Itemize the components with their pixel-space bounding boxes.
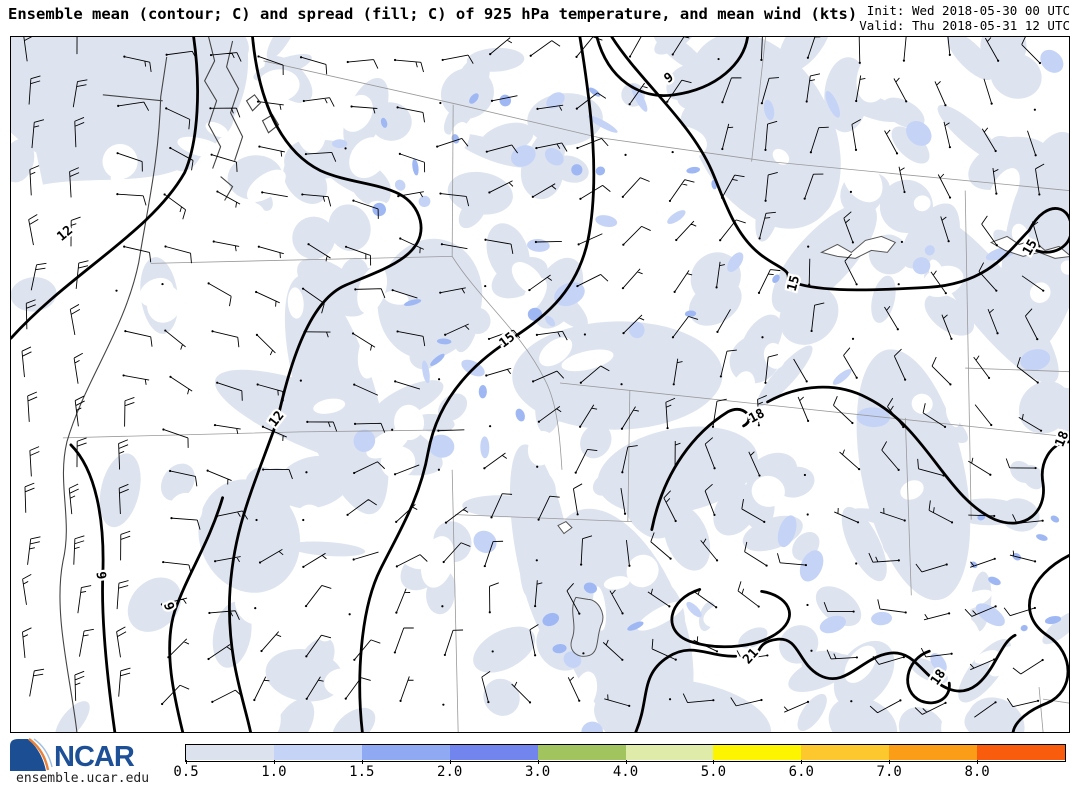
colorbar-segment (889, 744, 978, 760)
run-timestamps: Init: Wed 2018-05-30 00 UTC Valid: Thu 2… (859, 3, 1070, 33)
colorbar-segment (273, 744, 363, 760)
colorbar-tick (713, 760, 715, 764)
colorbar-segment (713, 744, 802, 760)
colorbar-tick-label: 1.0 (261, 764, 287, 780)
ncar-logo-text: NCAR (54, 741, 135, 773)
colorbar-tick-label: 2.0 (437, 764, 463, 780)
colorbar-segment (625, 744, 714, 760)
colorbar-segment (186, 744, 275, 760)
map-panel: 12 12 9 9 9 15 15 15 18 18 18 21 (10, 36, 1070, 733)
contour-label-9: 9 (92, 571, 108, 580)
colorbar-tick-label: 6.0 (788, 764, 814, 780)
colorbar-tick-label: 5.0 (700, 764, 727, 780)
colorbar-tick (273, 760, 275, 764)
footer: NCAR ensemble.ucar.edu 0.5 1.0 1.5 2.0 3.0 4.… (0, 733, 1080, 792)
colorbar-segment (537, 744, 627, 760)
ncar-swoosh-icon (10, 738, 53, 771)
colorbar-tick (449, 760, 451, 764)
colorbar-tick (186, 760, 187, 764)
valid-time: Valid: Thu 2018-05-31 12 UTC (859, 18, 1070, 33)
init-time: Init: Wed 2018-05-30 00 UTC (866, 3, 1070, 18)
colorbar-tick (361, 760, 363, 764)
colorbar-tick (537, 760, 539, 764)
colorbar-tick-label: 7.0 (876, 764, 902, 780)
contour-label-15: 15 (785, 274, 804, 293)
colorbar-tick-label: 1.5 (349, 764, 375, 780)
ncar-logo: NCAR (10, 738, 136, 773)
wind-barbs (21, 37, 1045, 718)
colorbar-segment (801, 744, 890, 760)
colorbar-tick-label: 4.0 (612, 764, 639, 780)
colorbar-tick-label: 0.5 (173, 764, 199, 780)
coastline (59, 37, 280, 732)
temperature-contours (11, 37, 1069, 732)
colorbar-tick-label: 8.0 (964, 764, 990, 780)
site-url: ensemble.ucar.edu (16, 771, 150, 786)
state-borders (62, 37, 1069, 732)
colorbar-tick-label: 3.0 (524, 764, 551, 780)
colorbar-tick (977, 760, 979, 764)
plot-title: Ensemble mean (contour; C) and spread (f… (8, 5, 858, 23)
colorbar-segment (449, 744, 539, 760)
colorbar-tick (889, 760, 891, 764)
colorbar-tick (625, 760, 627, 764)
colorbar-segment (977, 744, 1066, 760)
colorbar-segment (361, 744, 451, 760)
colorbar-tick (801, 760, 803, 764)
